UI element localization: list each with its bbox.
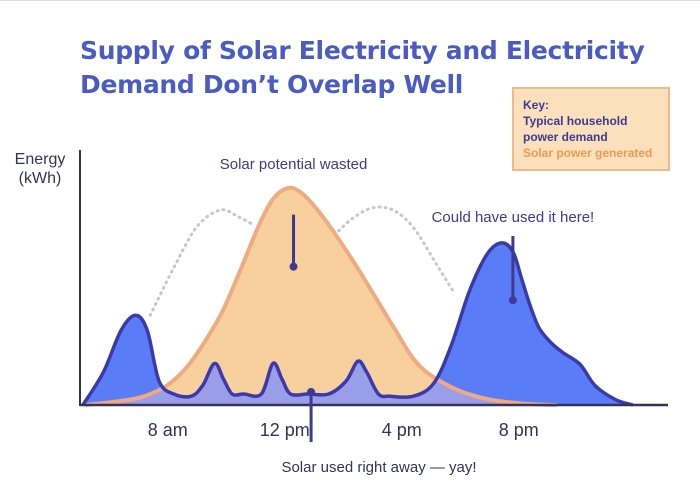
solar-area: [85, 187, 557, 405]
legend-demand-line-2: power demand: [523, 130, 608, 144]
y-axis-label-line-2: (kWh): [18, 170, 62, 187]
y-axis-label: Energy (kWh): [10, 150, 70, 188]
demand-area: [82, 242, 633, 405]
x-tick-label-4: 8 pm: [499, 420, 539, 440]
y-axis-label-line-1: Energy: [14, 151, 66, 168]
legend-solar: Solar power generated: [523, 146, 653, 160]
x-tick-label-3: 4 pm: [382, 420, 422, 440]
dotted-demand-curve-2: [333, 205, 456, 295]
legend-title: Key:: [523, 98, 550, 112]
dotted-demand-curve-1: [148, 208, 255, 317]
legend-demand-line-1: Typical household: [523, 114, 628, 128]
legend-box: Key: Typical household power demand Sola…: [512, 87, 670, 171]
annotation-could-use: Could have used it here!: [432, 209, 595, 226]
demand-curve: [81, 241, 634, 407]
chart-title-line-2: Demand Don’t Overlap Well: [80, 70, 464, 99]
top-divider: [0, 0, 700, 1]
annotation-dot-wasted: [289, 262, 298, 271]
annotation-wasted: Solar potential wasted: [220, 156, 368, 173]
chart-title: Supply of Solar Electricity and Electric…: [80, 34, 680, 102]
solar-curve: [85, 185, 557, 407]
annotation-dot-could-use: [508, 296, 517, 305]
chart-title-line-1: Supply of Solar Electricity and Electric…: [80, 36, 645, 65]
x-tick-label-1: 8 am: [148, 420, 188, 440]
annotation-used: Solar used right away — yay!: [281, 459, 476, 476]
x-tick-label-2: 12 pm: [260, 420, 310, 440]
